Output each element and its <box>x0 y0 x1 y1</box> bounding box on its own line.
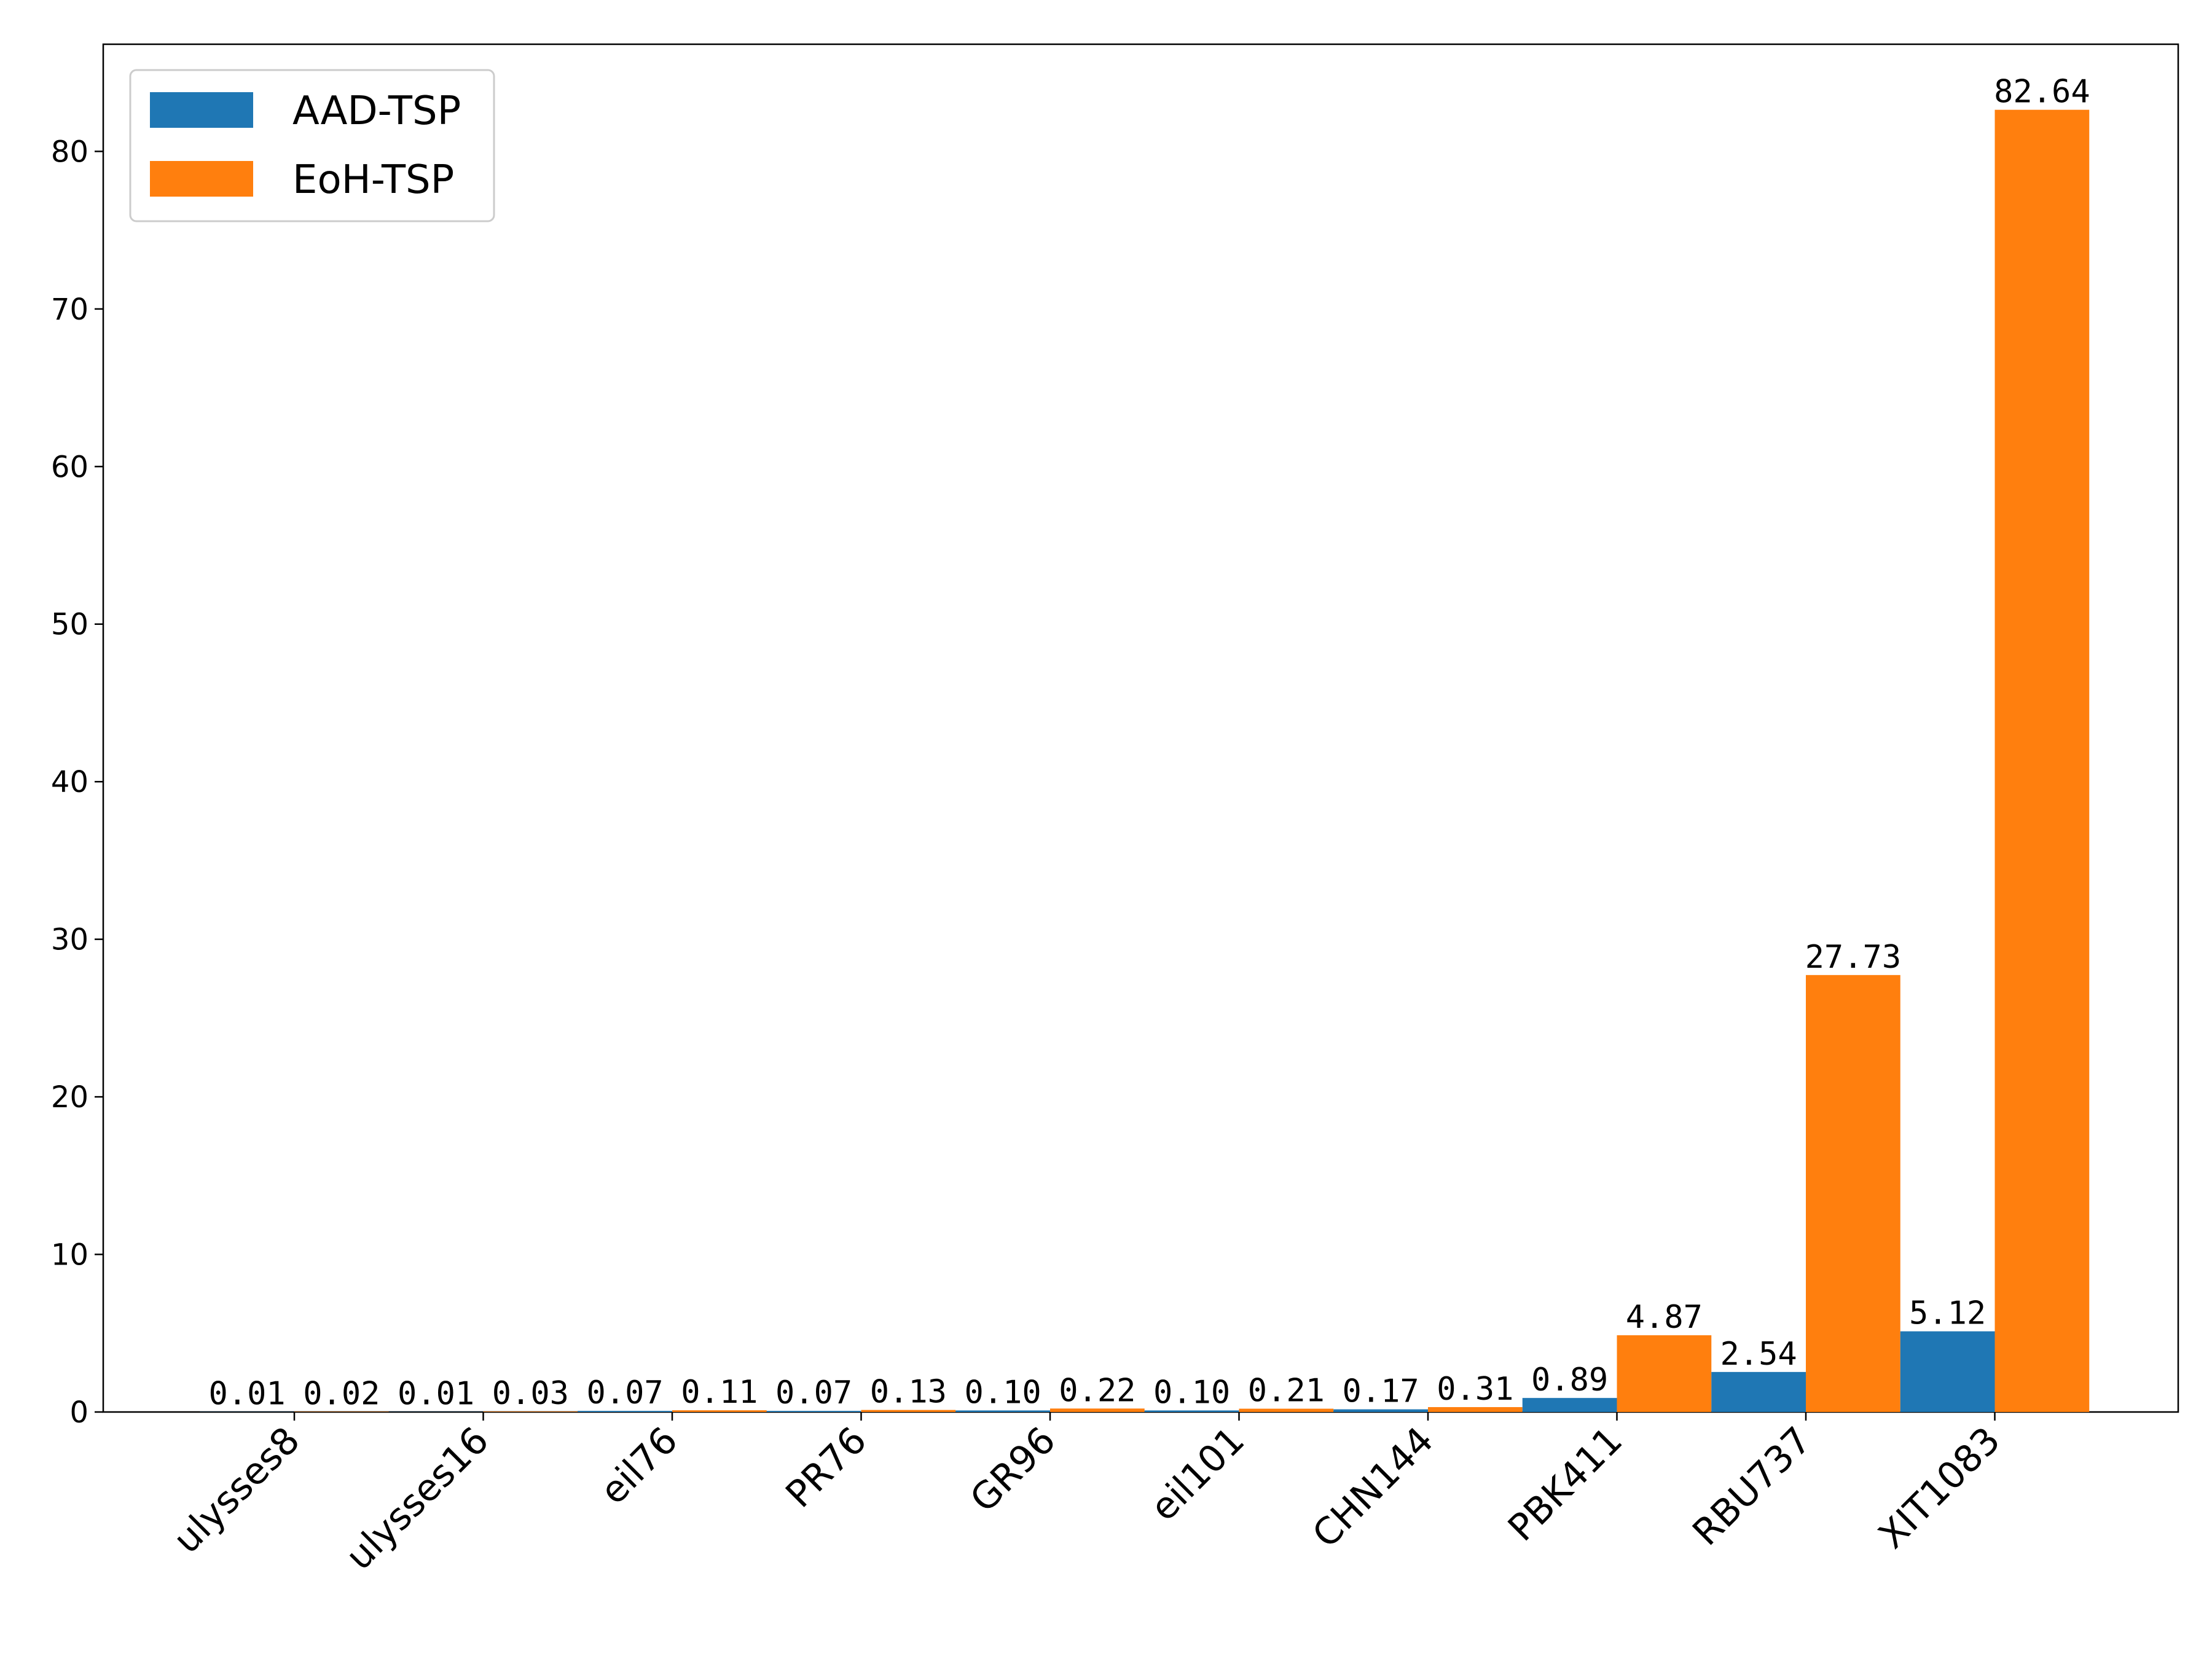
bar-value-label: 0.01 <box>398 1376 474 1413</box>
bar-eoh-tsp-ulysses16 <box>483 1411 578 1412</box>
bar-value-label: 5.12 <box>1909 1295 1986 1332</box>
y-tick-label: 70 <box>51 292 88 327</box>
bar-value-label: 0.21 <box>1248 1373 1325 1410</box>
y-tick-label: 20 <box>51 1080 88 1115</box>
y-tick-label: 60 <box>51 450 88 484</box>
bar-value-label: 0.10 <box>965 1374 1041 1411</box>
bar-value-label: 0.07 <box>587 1375 664 1411</box>
bar-eoh-tsp-xit1083 <box>1994 109 2090 1413</box>
bar-aad-tsp-chn144 <box>1333 1409 1428 1412</box>
bar-aad-tsp-eil76 <box>578 1411 672 1412</box>
bar-eoh-tsp-gr96 <box>1050 1408 1145 1412</box>
x-tick-label: ulysses8 <box>165 1419 308 1562</box>
bar-value-label: 0.03 <box>492 1375 569 1412</box>
x-tick-label: eil101 <box>1142 1419 1253 1529</box>
y-tick-label: 50 <box>51 608 88 642</box>
bars <box>200 109 2090 1413</box>
bar-value-label: 27.73 <box>1805 939 1902 976</box>
bar-eoh-tsp-rbu737 <box>1806 975 1900 1412</box>
y-tick-label: 80 <box>51 135 88 169</box>
bar-value-label: 2.54 <box>1720 1336 1797 1373</box>
value-labels: 0.01 0.02 0.01 0.03 0.07 0.11 0.07 0.13 0.10 0.22… <box>209 74 2090 1413</box>
legend-label-eoh-tsp: EoH-TSP <box>292 157 454 203</box>
bar-eoh-tsp-pbk411 <box>1617 1335 1712 1412</box>
bar-aad-tsp-rbu737 <box>1711 1371 1806 1412</box>
bar-value-label: 0.22 <box>1059 1372 1135 1409</box>
bar-eoh-tsp-pr76 <box>861 1410 956 1412</box>
x-tick-label: ulysses16 <box>337 1419 497 1579</box>
bar-aad-tsp-eil101 <box>1144 1410 1239 1412</box>
bar-value-label: 0.10 <box>1153 1374 1230 1411</box>
bar-value-label: 82.64 <box>1994 74 2090 111</box>
legend-label-aad-tsp: AAD-TSP <box>292 88 461 134</box>
bar-value-label: 0.07 <box>775 1375 852 1411</box>
y-tick-label: 10 <box>51 1238 88 1273</box>
y-axis: 0 10 20 30 40 50 60 70 80 <box>51 135 103 1430</box>
y-tick-label: 0 <box>69 1395 88 1430</box>
bar-value-label: 0.11 <box>681 1374 758 1411</box>
legend-swatch-aad-tsp <box>150 92 253 128</box>
bar-eoh-tsp-ulysses8 <box>294 1411 389 1412</box>
bar-value-label: 4.87 <box>1626 1299 1703 1336</box>
x-tick-label: RBU737 <box>1684 1419 1819 1554</box>
x-tick-label: CHN144 <box>1304 1419 1442 1556</box>
x-tick-label: PR76 <box>778 1419 876 1516</box>
bar-value-label: 0.89 <box>1531 1362 1608 1398</box>
bar-value-label: 0.01 <box>209 1376 286 1413</box>
y-tick-label: 40 <box>51 765 88 799</box>
bar-value-label: 0.02 <box>303 1375 380 1412</box>
x-tick-label: eil76 <box>592 1419 686 1513</box>
x-axis: ulysses8 ulysses16 eil76 PR76 GR96 eil101 CHN1… <box>165 1412 2009 1579</box>
bar-eoh-tsp-eil76 <box>672 1410 767 1412</box>
x-tick-label: GR96 <box>962 1419 1064 1521</box>
bar-value-label: 0.31 <box>1437 1371 1513 1408</box>
x-tick-label: PBK411 <box>1500 1419 1631 1550</box>
bar-eoh-tsp-chn144 <box>1428 1407 1523 1412</box>
bar-aad-tsp-gr96 <box>955 1410 1050 1412</box>
x-tick-label: XIT1083 <box>1870 1419 2009 1557</box>
bar-aad-tsp-pr76 <box>766 1411 861 1412</box>
y-tick-label: 30 <box>51 923 88 957</box>
bar-eoh-tsp-eil101 <box>1239 1408 1334 1412</box>
legend-swatch-eoh-tsp <box>150 161 253 197</box>
legend: AAD-TSP EoH-TSP <box>129 69 495 222</box>
bar-aad-tsp-pbk411 <box>1522 1398 1617 1412</box>
bar-value-label: 0.17 <box>1343 1373 1419 1410</box>
bar-value-label: 0.13 <box>870 1374 947 1411</box>
bar-aad-tsp-xit1083 <box>1900 1331 1995 1412</box>
